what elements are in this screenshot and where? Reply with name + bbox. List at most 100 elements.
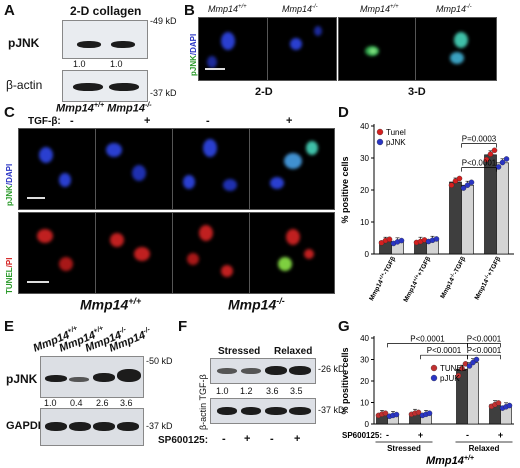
genotype-sup: -/- [312,4,318,10]
genotype-name: Mmp14 [436,4,467,14]
genotype-name: Mmp14 [107,102,145,115]
x-tick-label: + [498,430,503,440]
data-point [503,156,510,162]
band [45,375,67,382]
panel-c-sign-3: - [206,115,210,127]
data-point [448,182,455,188]
y-axis-label: % positive cells [340,347,350,414]
panel-b-image-1 [198,17,268,81]
band [117,369,141,382]
data-point [483,156,490,163]
panel-a-kd-top: -49 kD [150,16,177,26]
x-tick-label: Mmp14+/+-TGFβ [367,255,397,302]
panel-f-group-relaxed: Relaxed [274,346,313,357]
row-label: TGF-β [198,374,208,401]
genotype-name: Mmp14 [282,4,313,14]
p-value-label: P<0.0001 [462,159,497,168]
panel-f-tgf-blot [210,358,316,384]
p-value-label: P<0.0001 [467,346,502,355]
panel-a-row-actin: β-actin [6,78,43,92]
data-point [470,359,476,366]
panel-e-quant-3: 2.6 [96,398,109,408]
bar [461,184,474,255]
p-value-label: P<0.0001 [427,346,462,355]
data-point [495,164,502,170]
panel-f-row-labels: β-actin TGF-β [198,374,208,430]
data-point [466,363,473,369]
panel-c-image-r2-3 [172,212,250,294]
legend-label: pJNK [386,138,406,147]
panel-g-label: G [338,318,350,335]
genotype-name: Mmp14 [360,4,391,14]
panel-e-gapdh-blot [40,408,144,446]
panel-e-quant-4: 3.6 [120,398,133,408]
data-point [452,178,459,184]
legend-marker [376,128,384,136]
x-tick-label: - [386,430,389,440]
panel-c-sign-4: + [286,115,293,127]
scale-bar [27,281,49,283]
band [69,377,89,382]
data-point [382,410,389,417]
row-label: β-actin [198,402,208,430]
panel-e-row-pjnk: pJNK [6,372,38,386]
panel-a-pjnk-blot [62,20,148,59]
x-tick-label: Mmp14-/-+TGFβ [473,255,503,301]
lane-sup: +/+ [66,324,79,336]
band [45,422,67,431]
x-tick-label: Mmp14+/++TGFβ [402,255,433,303]
panel-e-quant-2: 0.4 [70,398,83,408]
panel-f-label: F [178,318,188,335]
panel-c-tgf-label: TGF-β: [28,116,61,127]
data-point [398,237,405,244]
legend-marker [430,374,438,382]
legend-marker [430,364,438,372]
ylabel-green: pJNK [5,185,14,206]
panel-a-title: 2-D collagen [70,4,142,18]
panel-e-kd-bottom: -37 kD [146,421,173,431]
panel-a-kd-bottom: -37 kD [150,88,177,98]
legend-marker [376,138,384,146]
y-tick-label: 0 [365,250,370,259]
panel-b-image-3 [338,17,416,81]
panel-c-image-r1-3 [172,128,250,210]
ylabel-green: pJNK [189,55,198,76]
y-tick-label: 0 [365,420,370,429]
panel-c-image-r2-2 [95,212,173,294]
panel-a-quant-1: 1.0 [73,59,86,69]
band [217,407,237,415]
panel-e-quant-1: 1.0 [44,398,57,408]
panel-c-image-r1-4 [249,128,335,210]
panel-c-genotype-1: Mmp14+/+ [80,296,141,313]
x-tick-label: + [418,430,423,440]
band [93,422,115,431]
panel-e-kd-top: -50 kD [146,356,173,366]
panel-c-image-r1-2 [95,128,173,210]
panel-b-image-2 [267,17,337,81]
data-point [460,185,467,191]
panel-c-row2-label: TUNEL/PI [5,258,14,294]
genotype-name: Mmp14 [80,296,129,313]
bar [484,154,497,255]
panel-c-row1-label: pJNK/DAPI [5,164,14,206]
panel-f-sign-2: + [244,433,251,445]
data-point [456,175,463,182]
lane-sup: +/+ [92,324,105,336]
x-tick-label: Mmp14-/--TGFβ [438,255,467,300]
genotype-sup: +/+ [238,4,247,10]
panel-b-image-4 [415,17,497,81]
panel-b-genotype-4: Mmp14-/- [436,4,472,14]
panel-a-genotypes: Mmp14+/+ Mmp14-/- [56,102,152,115]
band [117,422,139,431]
panel-b-label: B [184,2,195,19]
band [69,422,91,431]
panel-f-quant-3: 3.6 [266,386,279,396]
panel-c-image-r2-4 [249,212,335,294]
legend-label: pJUK [440,374,460,383]
y-tick-label: 20 [360,186,369,195]
legend-label: Tunel [386,128,406,137]
panel-b-genotype-3: Mmp14+/+ [360,4,399,14]
p-value-label: P<0.0001 [410,334,445,343]
ylabel-blue: /DAPI [189,33,198,56]
band [217,368,237,374]
